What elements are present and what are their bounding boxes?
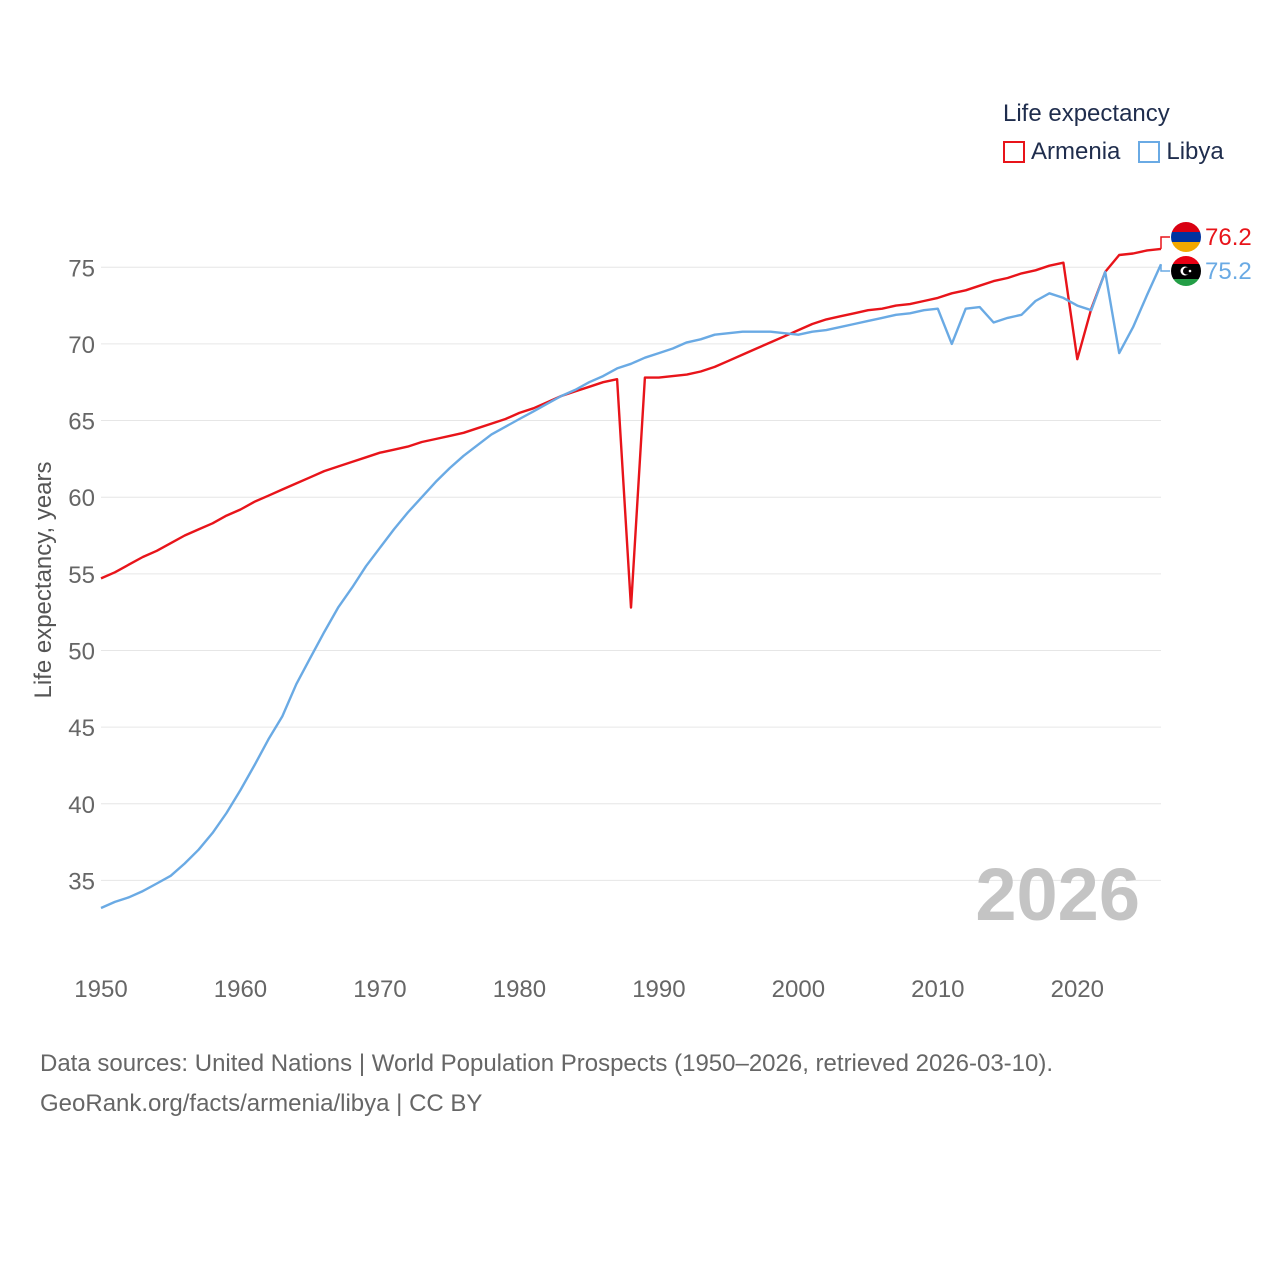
y-tick-label-70: 70	[68, 332, 95, 359]
end-connector-libya	[1160, 264, 1170, 272]
x-tick-label-2020: 2020	[1051, 976, 1104, 1003]
x-tick-label-1950: 1950	[74, 976, 127, 1003]
credit-link[interactable]: GeoRank.org/facts/armenia/libya | CC BY	[40, 1090, 483, 1117]
x-tick-label-1970: 1970	[353, 976, 406, 1003]
grid-lines	[101, 266, 1161, 881]
y-tick-label-55: 55	[68, 562, 95, 589]
series-lines	[100, 247, 1163, 910]
series-line-armenia	[100, 247, 1162, 609]
y-axis-label: Life expectancy, years	[30, 461, 57, 698]
y-tick-label-50: 50	[68, 638, 95, 665]
x-tick-label-2010: 2010	[911, 976, 964, 1003]
y-tick-label-40: 40	[68, 792, 95, 819]
legend-item-armenia[interactable]: Armenia	[1003, 138, 1120, 166]
y-tick-label-45: 45	[68, 715, 95, 742]
armenia-flag-icon	[1171, 222, 1201, 252]
y-tick-label-65: 65	[68, 409, 95, 436]
footer: Data sources: United Nations | World Pop…	[40, 1044, 1053, 1124]
x-tick-label-1980: 1980	[493, 976, 546, 1003]
libya-flag-icon	[1171, 256, 1201, 286]
end-labels: 76.2 75.2	[1160, 222, 1252, 286]
x-tick-label-1960: 1960	[214, 976, 267, 1003]
legend-title: Life expectancy	[1003, 100, 1170, 127]
year-watermark: 2026	[975, 853, 1140, 936]
end-value-label-armenia: 76.2	[1205, 224, 1252, 251]
y-axis-ticks: 35 40 45 50 55 60 65 70 75	[68, 255, 95, 895]
y-tick-label-35: 35	[68, 868, 95, 895]
legend-label-libya: Libya	[1166, 138, 1224, 165]
end-connector-armenia	[1160, 236, 1170, 249]
x-tick-label-2000: 2000	[772, 976, 825, 1003]
legend-label-armenia: Armenia	[1031, 138, 1121, 165]
data-sources-text: Data sources: United Nations | World Pop…	[40, 1050, 1054, 1077]
legend-swatch-armenia	[1003, 141, 1025, 163]
legend-item-libya[interactable]: Libya	[1138, 138, 1224, 166]
end-value-label-libya: 75.2	[1205, 258, 1252, 285]
x-tick-label-1990: 1990	[632, 976, 685, 1003]
x-axis-ticks: 1950 1960 1970 1980 1990 2000 2010 2020	[74, 976, 1104, 1003]
legend: Life expectancy Armenia Libya	[1003, 100, 1224, 166]
legend-swatch-libya	[1138, 141, 1161, 163]
y-tick-label-75: 75	[68, 255, 95, 282]
series-line-libya	[100, 263, 1163, 910]
y-tick-label-60: 60	[68, 485, 95, 512]
